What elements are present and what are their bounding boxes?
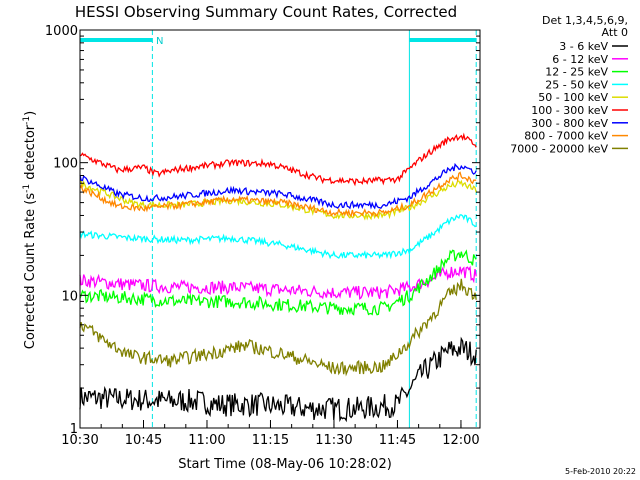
y-tick-label-1: 10 (61, 289, 78, 304)
legend-label-7: 800 - 7000 keV (524, 130, 608, 143)
legend-label-3: 25 - 50 keV (545, 78, 608, 91)
series-line-3 (79, 214, 477, 260)
series-line-6 (79, 162, 477, 210)
y-tick-label-0: 1 (70, 422, 78, 437)
series-line-1 (79, 265, 477, 300)
night-annotation: N (156, 36, 163, 47)
y-axis-label-sup1: -1 (22, 184, 32, 193)
legend-header-0: Det 1,3,4,5,6,9, (542, 14, 628, 27)
y-axis-label-main: Corrected Count Rate (s (23, 193, 38, 350)
legend-label-8: 7000 - 20000 keV (510, 142, 608, 155)
y-tick-label-2: 100 (53, 157, 78, 172)
y-axis-label: Corrected Count Rate (s-1 detector-1) (22, 111, 38, 349)
y-axis-label-mid: detector (23, 124, 38, 184)
x-tick-label-4: 11:30 (315, 433, 352, 448)
series-line-4 (79, 179, 477, 221)
series-line-8 (79, 278, 477, 377)
x-tick-label-0: 10:30 (61, 433, 98, 448)
legend-label-2: 12 - 25 keV (545, 66, 608, 79)
legend-label-1: 6 - 12 keV (552, 53, 608, 66)
legend-label-6: 300 - 800 keV (531, 117, 608, 130)
y-axis-label-sup2: -1 (22, 116, 32, 125)
chart-title: HESSI Observing Summary Count Rates, Cor… (75, 3, 457, 21)
x-tick-label-3: 11:15 (252, 433, 289, 448)
series-line-7 (79, 171, 477, 218)
legend-header-1: Att 0 (602, 26, 628, 39)
x-tick-label-6: 12:00 (442, 433, 479, 448)
x-tick-label-5: 11:45 (379, 433, 416, 448)
night-bar-0 (80, 38, 153, 42)
night-bar-1 (409, 38, 477, 42)
series-line-2 (79, 249, 477, 316)
plot-frame (79, 29, 481, 429)
legend-label-0: 3 - 6 keV (559, 40, 608, 53)
footer-date: 5-Feb-2010 20:22 (565, 467, 636, 476)
legend-label-5: 100 - 300 keV (531, 104, 608, 117)
series-line-0 (79, 336, 477, 423)
x-tick-label-2: 11:00 (188, 433, 225, 448)
y-tick-label-3: 1000 (45, 24, 78, 39)
y-axis-label-end: ) (23, 111, 38, 116)
x-tick-label-1: 10:45 (125, 433, 162, 448)
x-axis-label: Start Time (08-May-06 10:28:02) (178, 457, 392, 472)
legend-label-4: 50 - 100 keV (538, 91, 608, 104)
series-line-5 (79, 132, 477, 187)
